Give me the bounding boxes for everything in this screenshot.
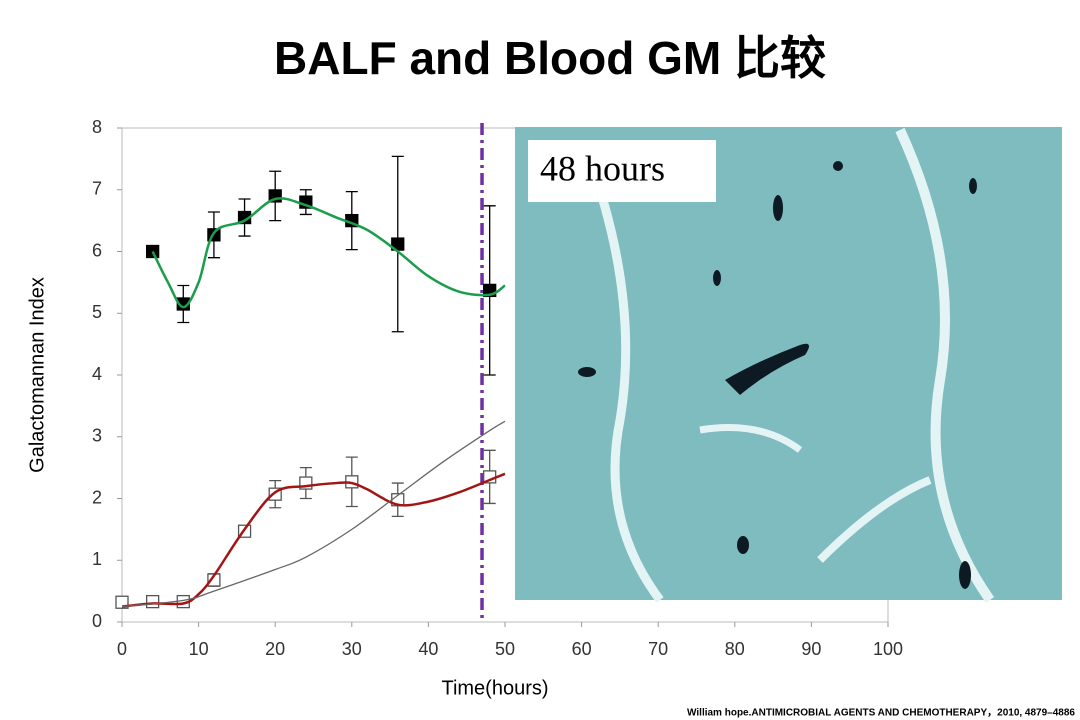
hypha bbox=[969, 178, 977, 194]
photo-texture bbox=[585, 158, 664, 603]
y-tick-label: 6 bbox=[92, 240, 102, 260]
y-tick-label: 1 bbox=[92, 549, 102, 569]
fit-curve bbox=[121, 420, 506, 608]
fit-curve bbox=[151, 197, 506, 309]
y-tick-label: 4 bbox=[92, 364, 102, 384]
x-tick-label: 40 bbox=[418, 639, 438, 659]
hypha bbox=[725, 343, 809, 395]
fit-curve bbox=[121, 472, 506, 608]
x-axis-label: Time(hours) bbox=[441, 677, 548, 699]
x-tick-label: 50 bbox=[495, 639, 515, 659]
x-tick-label: 90 bbox=[801, 639, 821, 659]
x-tick-label: 10 bbox=[189, 639, 209, 659]
y-tick-label: 0 bbox=[92, 611, 102, 631]
micrograph: 48 hours bbox=[515, 127, 1062, 603]
y-tick-label: 5 bbox=[92, 302, 102, 322]
slide-title: BALF and Blood GM 比较 bbox=[274, 32, 826, 84]
data-point bbox=[145, 594, 160, 609]
x-tick-label: 100 bbox=[873, 639, 903, 659]
hypha bbox=[959, 561, 971, 589]
y-tick-label: 7 bbox=[92, 179, 102, 199]
photo-texture bbox=[895, 127, 995, 603]
x-tick-label: 70 bbox=[648, 639, 668, 659]
y-tick-label: 8 bbox=[92, 117, 102, 137]
x-tick-label: 60 bbox=[572, 639, 592, 659]
y-tick-label: 3 bbox=[92, 426, 102, 446]
photo-texture bbox=[699, 424, 803, 453]
label-box bbox=[528, 140, 716, 202]
photo-texture bbox=[817, 476, 932, 563]
hypha bbox=[833, 161, 843, 171]
y-axis-label: Galactomannan Index bbox=[26, 277, 48, 473]
hypha bbox=[713, 270, 721, 286]
x-tick-label: 20 bbox=[265, 639, 285, 659]
hypha bbox=[578, 367, 596, 377]
x-tick-label: 0 bbox=[117, 639, 127, 659]
x-tick-label: 30 bbox=[342, 639, 362, 659]
hypha bbox=[737, 536, 749, 554]
hypha bbox=[773, 195, 783, 221]
citation: William hope.ANTIMICROBIAL AGENTS AND CH… bbox=[687, 708, 1075, 719]
y-tick-label: 2 bbox=[92, 487, 102, 507]
image-label: 48 hours bbox=[540, 148, 665, 188]
x-tick-label: 80 bbox=[725, 639, 745, 659]
